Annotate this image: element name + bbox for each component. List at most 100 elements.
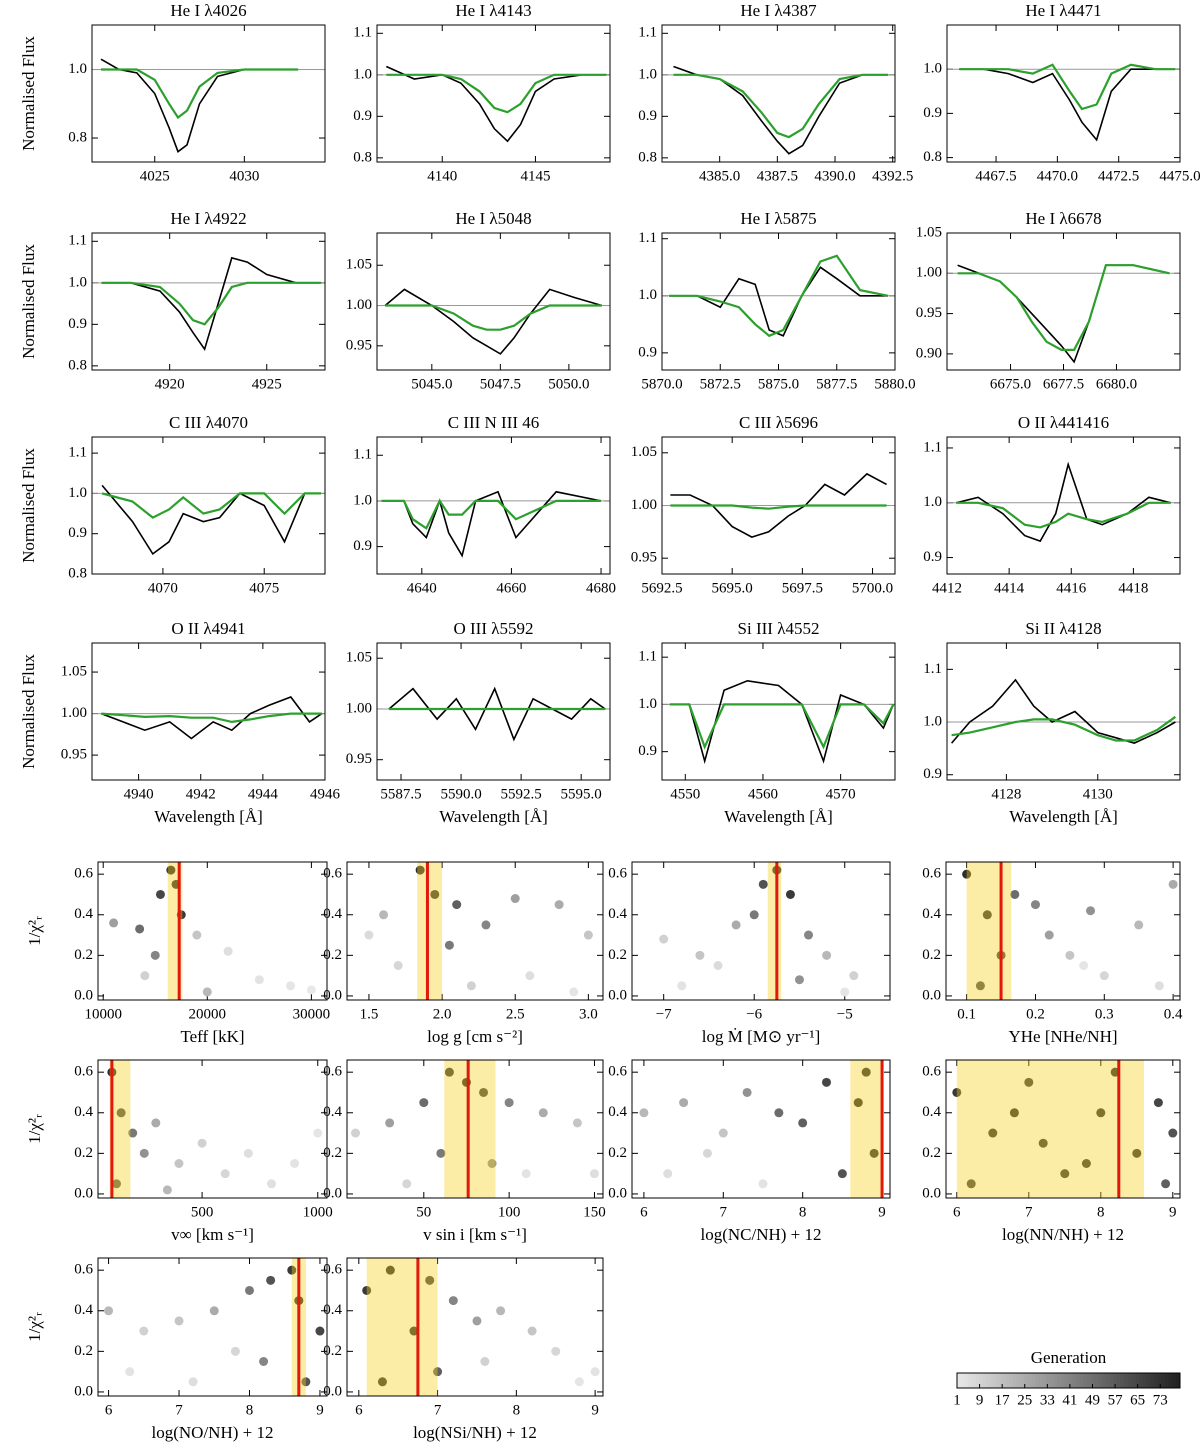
y-tick-label: 1.1 — [68, 445, 87, 461]
x-axis-label: log(NO/NH) + 12 — [152, 1423, 274, 1442]
colorbar-cell — [1105, 1373, 1110, 1388]
x-tick-label: 4660 — [496, 580, 526, 596]
point — [472, 1316, 482, 1326]
y-tick-label: 0.8 — [68, 357, 87, 373]
point — [785, 889, 795, 899]
spectrum-line — [101, 256, 322, 352]
point — [758, 879, 768, 889]
point — [679, 1098, 689, 1108]
point — [1096, 1108, 1106, 1118]
colorbar-cell — [1027, 1373, 1032, 1388]
y-tick-label: 0.6 — [922, 1064, 941, 1080]
y-tick-label: 0.6 — [323, 866, 342, 882]
y-tick-label: 1.0 — [923, 494, 942, 510]
x-tick-label: 5870.0 — [641, 376, 682, 392]
x-tick-label: 150 — [583, 1204, 606, 1220]
x-tick-label: 4416 — [1056, 580, 1087, 596]
point — [433, 1367, 443, 1377]
point — [798, 1118, 808, 1128]
colorbar-cell — [1005, 1373, 1010, 1388]
point — [569, 987, 579, 997]
point — [128, 1128, 138, 1138]
x-axis-label: log(NN/NH) + 12 — [1002, 1225, 1124, 1244]
spectrum-line — [385, 65, 607, 143]
y-tick-label: 0.8 — [923, 149, 942, 165]
plot-frame — [631, 861, 891, 1001]
plot-frame — [631, 1059, 891, 1199]
y-tick-label: 0.4 — [323, 906, 342, 922]
colorbar-cell — [1031, 1373, 1036, 1388]
colorbar-cell — [983, 1373, 988, 1388]
panel-title: O III λ5592 — [453, 619, 533, 638]
point — [151, 1118, 161, 1128]
plot-frame — [376, 24, 611, 163]
colorbar-cell — [1150, 1373, 1155, 1388]
colorbar-tick-label: 49 — [1085, 1392, 1100, 1408]
colorbar-cell — [960, 1373, 965, 1388]
x-tick-label: 5875.0 — [758, 376, 799, 392]
y-tick-label: 0.9 — [68, 525, 87, 541]
colorbar-tick-label: 25 — [1017, 1392, 1032, 1408]
colorbar-tick-label: 73 — [1153, 1392, 1168, 1408]
point — [1168, 879, 1178, 889]
x-axis-label: Wavelength [Å] — [724, 807, 833, 826]
y-tick-label: 0.6 — [74, 1064, 93, 1080]
y-tick-label: 0.4 — [74, 1302, 93, 1318]
x-tick-label: 7 — [720, 1204, 728, 1220]
x-axis-label: log Ṁ [M⊙ yr⁻¹] — [702, 1027, 821, 1046]
point — [104, 1306, 114, 1316]
y-axis-label: Normalised Flux — [19, 244, 38, 359]
y-tick-label: 0.0 — [608, 987, 627, 1003]
point — [266, 1179, 276, 1189]
x-tick-label: 0.4 — [1164, 1006, 1183, 1022]
colorbar-cell — [979, 1373, 984, 1388]
uncertainty-band — [417, 862, 443, 1000]
y-tick-label: 0.9 — [638, 743, 657, 759]
point — [481, 920, 491, 930]
point — [1134, 920, 1144, 930]
x-axis-label: log(NSi/NH) + 12 — [413, 1423, 537, 1442]
plot-frame — [661, 642, 896, 781]
colorbar-cell — [990, 1373, 995, 1388]
y-tick-label: 0.4 — [323, 1302, 342, 1318]
colorbar-cell — [1098, 1373, 1103, 1388]
point — [188, 1377, 198, 1387]
x-tick-label: 4640 — [407, 580, 437, 596]
x-tick-label: 1000 — [303, 1204, 333, 1220]
y-tick-label: 0.6 — [922, 866, 941, 882]
point — [379, 910, 389, 920]
colorbar-cell — [1109, 1373, 1114, 1388]
point — [794, 975, 804, 985]
point — [742, 1087, 752, 1097]
panel-title: C III λ5696 — [739, 413, 818, 432]
y-tick-label: 0.9 — [923, 105, 942, 121]
spectrum-line — [669, 266, 888, 337]
colorbar-cell — [1135, 1373, 1140, 1388]
x-tick-label: 5700.0 — [852, 580, 893, 596]
point — [419, 1098, 429, 1108]
y-tick-label: 1.0 — [638, 66, 657, 82]
point — [554, 900, 564, 910]
plot-frame — [946, 642, 1181, 781]
point — [982, 910, 992, 920]
y-axis-label: 1/χ²ᵣ — [25, 916, 44, 946]
y-tick-label: 0.2 — [74, 1145, 93, 1161]
y-tick-label: 1.1 — [638, 230, 657, 246]
plot-frame — [945, 1059, 1181, 1199]
point — [393, 961, 403, 970]
x-tick-label: 4467.5 — [975, 168, 1016, 184]
point — [315, 1326, 325, 1336]
uncertainty-band — [850, 1060, 883, 1198]
x-tick-label: 4070 — [148, 580, 178, 596]
x-tick-label: 4570 — [826, 786, 856, 802]
x-tick-label: 8 — [246, 1402, 254, 1418]
point — [1024, 1077, 1034, 1087]
spectrum-line — [670, 504, 887, 510]
spectrum-line — [951, 715, 1177, 742]
point — [192, 930, 202, 940]
colorbar-tick-label: 9 — [976, 1392, 984, 1408]
y-tick-label: 1.05 — [631, 444, 657, 460]
point — [496, 1306, 506, 1316]
spectrum-line — [957, 264, 1170, 351]
